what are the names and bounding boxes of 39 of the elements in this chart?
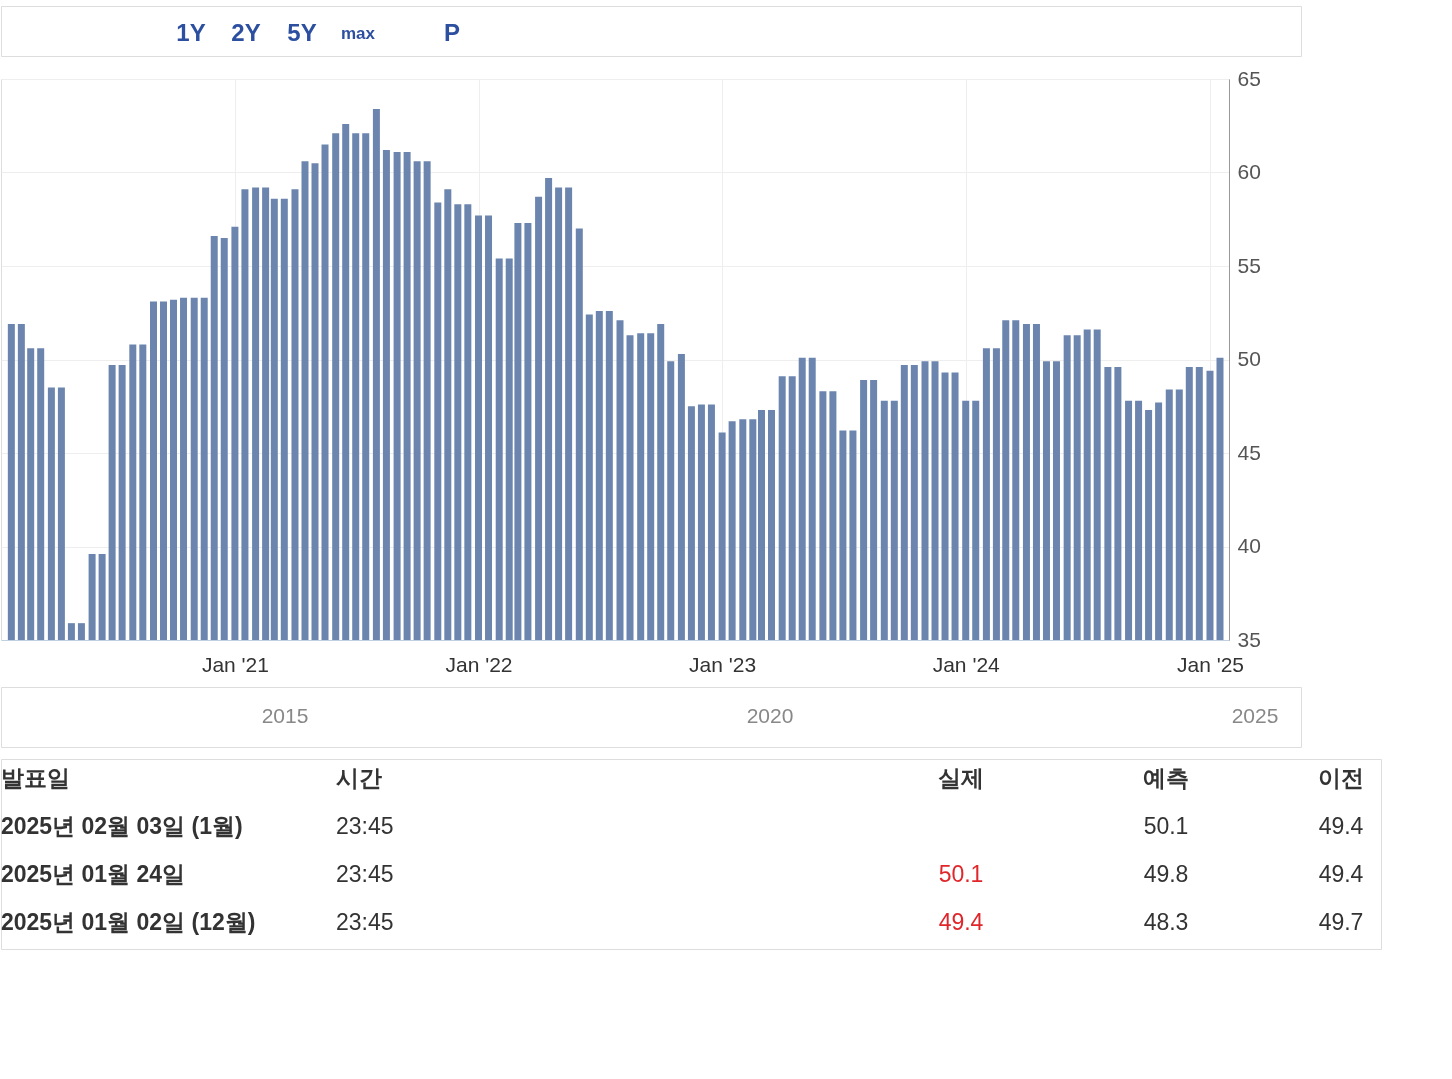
x-tick-label: Jan '22 (445, 652, 513, 676)
text: 49.4 (1318, 861, 1364, 887)
text: 2020 (746, 704, 794, 727)
y-tick-label: 45 (1237, 440, 1261, 464)
text: 2015 (261, 704, 309, 727)
x-tick-label: Jan '23 (689, 652, 757, 676)
text: 49.4 (1318, 813, 1364, 839)
text: 예측 (1143, 765, 1189, 791)
y-tick-label: 60 (1237, 160, 1261, 183)
text: 시간 (336, 765, 382, 791)
text: 실제 (938, 765, 984, 791)
text: 49.4 (938, 909, 984, 935)
y-tick-label: 55 (1237, 253, 1261, 277)
text: 23:45 (336, 909, 394, 935)
text: 50.1 (938, 861, 984, 887)
x-tick-label: Jan '21 (201, 652, 269, 676)
text: 48.3 (1143, 909, 1189, 935)
y-tick-label: 35 (1237, 627, 1261, 651)
text: max (340, 24, 376, 43)
text: 5Y (287, 19, 317, 46)
text: 2025 (1231, 704, 1279, 727)
text: 49.7 (1318, 909, 1364, 935)
y-tick-label: 65 (1237, 66, 1261, 90)
text: 2025년 02월 03일 (1월) (1, 813, 243, 839)
text: 50.1 (1143, 813, 1189, 839)
y-tick-label: 40 (1237, 534, 1261, 557)
x-tick-label: Jan '24 (932, 652, 1001, 676)
text: 발표일 (1, 765, 70, 791)
x-tick-label: Jan '25 (1176, 652, 1245, 676)
text: 23:45 (336, 813, 394, 839)
y-tick-label: 50 (1237, 347, 1261, 370)
text: P (443, 19, 461, 46)
text: 2Y (231, 19, 261, 46)
text: 49.8 (1143, 861, 1189, 887)
text: 23:45 (336, 861, 394, 887)
text: 1Y (176, 19, 206, 46)
text: 2025년 01월 24일 (1, 861, 186, 887)
text: 2025년 01월 02일 (12월) (1, 909, 256, 935)
text: 이전 (1318, 765, 1364, 791)
